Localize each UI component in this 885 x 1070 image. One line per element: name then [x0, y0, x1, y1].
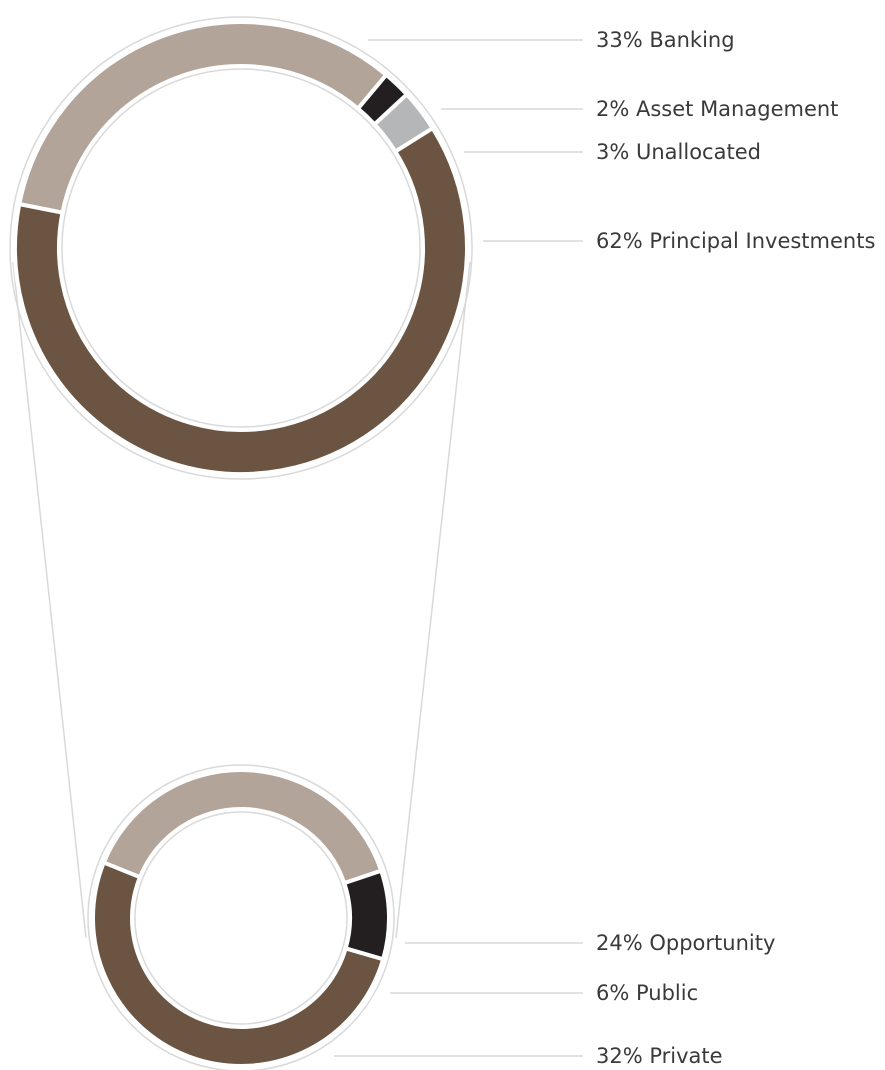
slice-private: [91, 859, 386, 1068]
label-opportunity: 24% Opportunity: [596, 931, 775, 955]
slice-public: [341, 868, 391, 962]
label-asset-management: 2% Asset Management: [596, 97, 838, 121]
inner-outline-ring: [61, 68, 421, 428]
label-private: 32% Private: [596, 1044, 723, 1068]
label-principal-investments: 62% Principal Investments: [596, 229, 875, 253]
left-connector-line: [12, 261, 87, 939]
right-connector-line: [395, 261, 471, 939]
outer-outline-ring: [9, 16, 473, 480]
label-unallocated: 3% Unallocated: [596, 140, 761, 164]
slice-principal-investments: [13, 125, 469, 476]
slice-opportunity: [101, 768, 384, 886]
breakdown-connector-lines: [12, 261, 471, 939]
outer-outline-ring: [87, 764, 395, 1070]
label-public: 6% Public: [596, 981, 698, 1005]
principal-investments-breakdown-donut: [87, 764, 395, 1070]
revenue-by-segment-donut: [9, 16, 473, 480]
label-banking: 33% Banking: [596, 28, 735, 52]
inner-outline-ring: [134, 811, 348, 1025]
legend-labels: 33% Banking 2% Asset Management 3% Unalloc…: [334, 28, 875, 1068]
